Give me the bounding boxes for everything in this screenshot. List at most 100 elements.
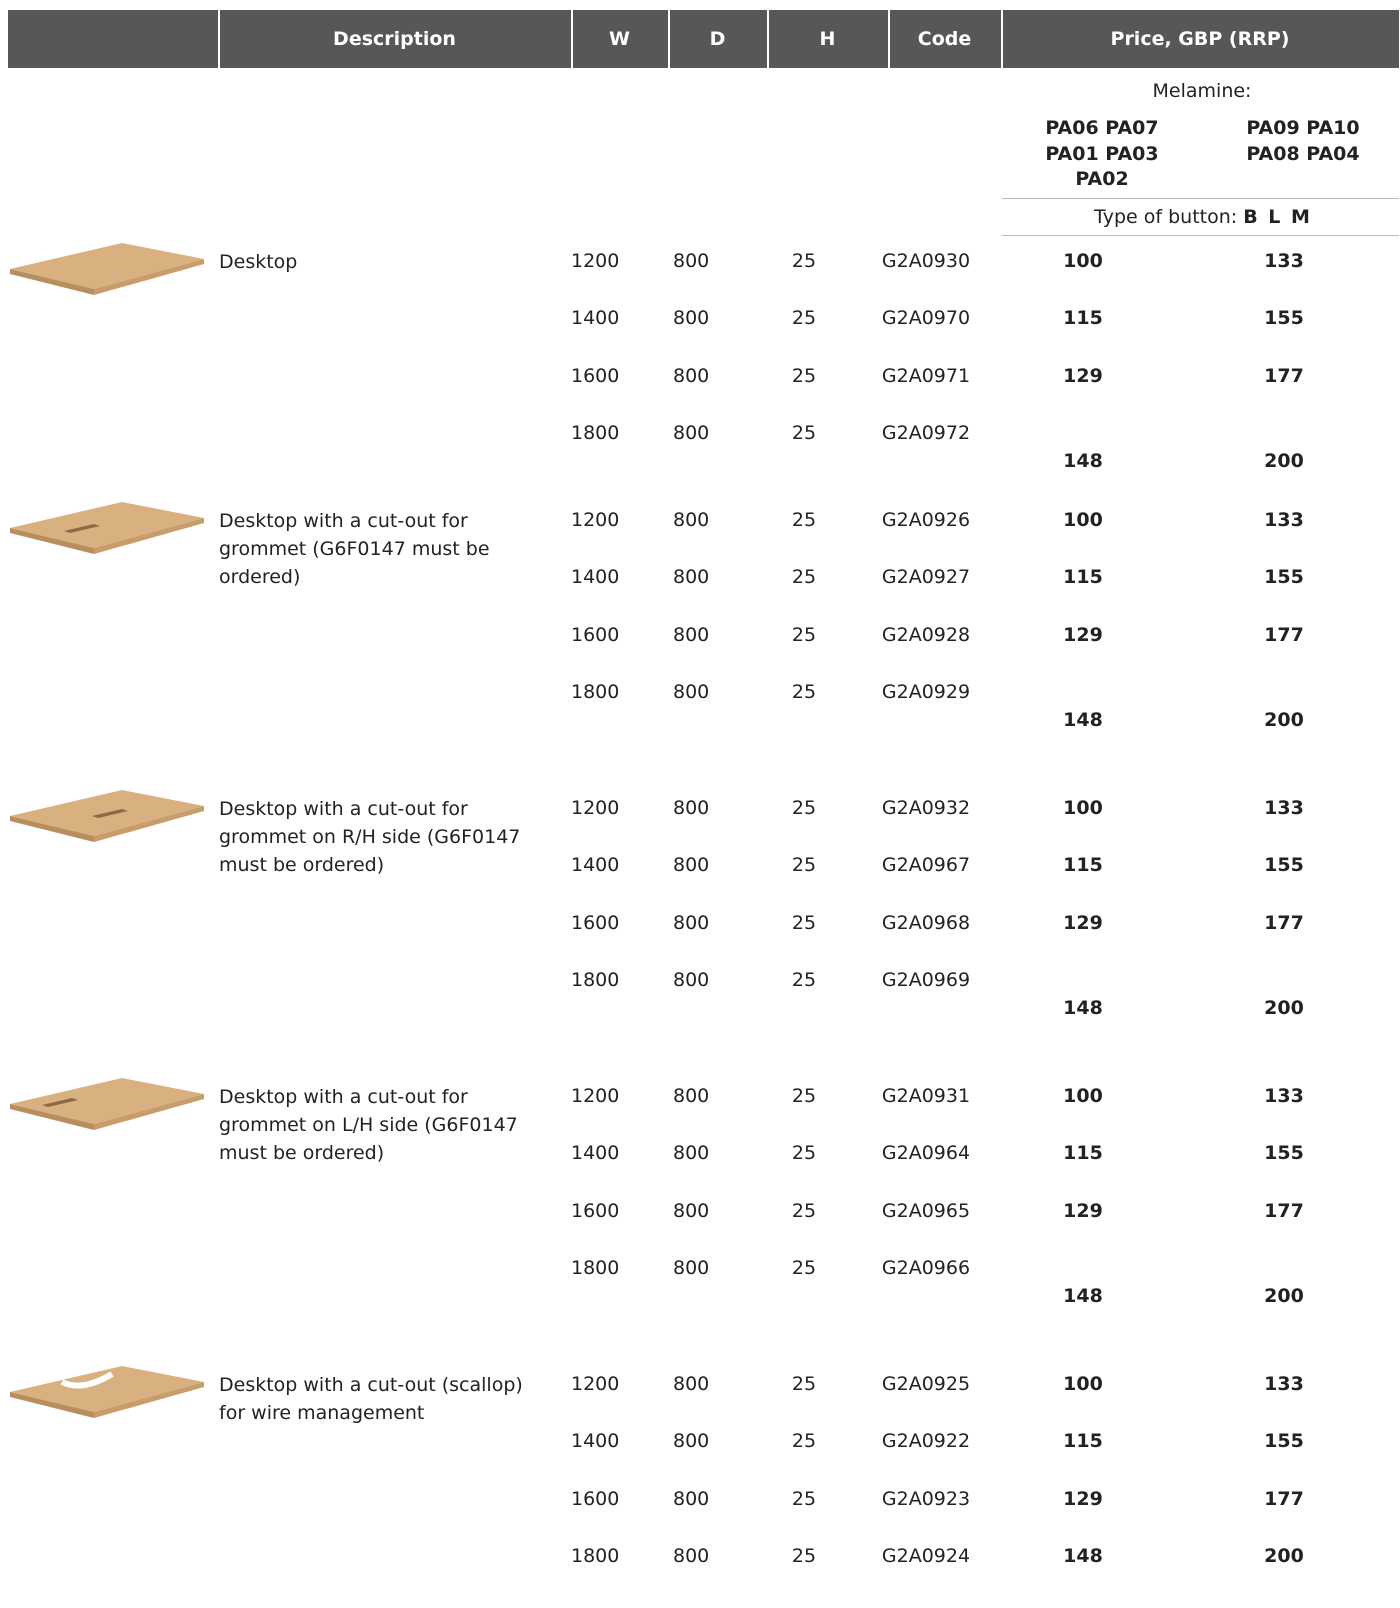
cell: 1800	[571, 1257, 620, 1280]
cell: 200	[1264, 1545, 1304, 1568]
header-divider	[218, 10, 220, 68]
cell: 800	[673, 911, 710, 934]
header-divider	[668, 10, 670, 68]
button-type-row: Type of button: B L M	[1094, 204, 1310, 230]
cell: 25	[791, 250, 817, 272]
cell: 1600	[571, 1487, 620, 1510]
description: Desktop with a cut-out (scallop) for wir…	[219, 1374, 523, 1424]
cell: 1400	[571, 854, 620, 877]
cell: G2A0928	[881, 623, 971, 646]
cell: G2A0929	[881, 681, 971, 704]
cell: G2A0931	[881, 1085, 971, 1107]
cell: 800	[673, 1487, 710, 1510]
cell: 800	[673, 797, 710, 819]
cell: 200	[1264, 709, 1304, 732]
cell: 25	[791, 854, 817, 877]
divider	[1002, 198, 1399, 199]
cell: 800	[673, 307, 710, 330]
cell: G2A0970	[881, 307, 971, 330]
product-image	[10, 1078, 204, 1130]
cell: 25	[791, 911, 817, 934]
cell: G2A0965	[881, 1199, 971, 1222]
product-image	[10, 243, 204, 295]
cell: 800	[673, 681, 710, 704]
finish-code: PA08 PA04	[1246, 143, 1360, 165]
cell: 25	[791, 307, 817, 330]
cell: 100	[1063, 797, 1103, 819]
button-types: B L M	[1243, 206, 1310, 228]
product-image	[10, 790, 204, 842]
cell: 133	[1264, 509, 1304, 531]
cell: 148	[1063, 997, 1103, 1020]
cell: 800	[673, 623, 710, 646]
cell: 800	[673, 422, 710, 445]
cell: 115	[1063, 1142, 1103, 1165]
header-cell: D	[709, 28, 726, 50]
finish-code: PA02	[1075, 168, 1129, 190]
cell: 155	[1264, 854, 1304, 877]
cell: 1600	[571, 364, 620, 387]
header-cell: Description	[333, 28, 456, 50]
cell: G2A0971	[881, 364, 971, 387]
cell: 100	[1063, 1373, 1103, 1395]
cell: G2A0967	[881, 854, 971, 877]
header-cell: Price, GBP (RRP)	[1110, 28, 1290, 50]
cell: 148	[1063, 450, 1103, 473]
cell: 1200	[571, 250, 620, 272]
cell: 115	[1063, 307, 1103, 330]
cell: 148	[1063, 1285, 1103, 1308]
cell: 1400	[571, 566, 620, 589]
cell: 133	[1264, 1373, 1304, 1395]
material-label: Melamine:	[1152, 80, 1252, 102]
cell: G2A0924	[881, 1545, 971, 1568]
cell: 800	[673, 1430, 710, 1453]
cell: 129	[1063, 623, 1103, 646]
cell: 155	[1264, 1430, 1304, 1453]
cell: 100	[1063, 1085, 1103, 1107]
product-image	[10, 1366, 204, 1418]
header-cell: W	[609, 28, 630, 50]
cell: 25	[791, 797, 817, 819]
cell: 25	[791, 1085, 817, 1107]
cell: 25	[791, 364, 817, 387]
header-divider	[571, 10, 573, 68]
cell: 1400	[571, 1430, 620, 1453]
cell: 100	[1063, 509, 1103, 531]
cell: 25	[791, 1545, 817, 1568]
cell: G2A0932	[881, 797, 971, 819]
cell: 177	[1264, 1199, 1304, 1222]
description: Desktop with a cut-out for grommet on L/…	[219, 1086, 518, 1164]
cell: 148	[1063, 1545, 1103, 1568]
cell: G2A0966	[881, 1257, 971, 1280]
cell: G2A0972	[881, 422, 971, 445]
cell: 1800	[571, 969, 620, 992]
cell: 177	[1264, 364, 1304, 387]
button-label: Type of button:	[1094, 206, 1238, 228]
cell: 129	[1063, 364, 1103, 387]
cell: 800	[673, 1373, 710, 1395]
cell: G2A0927	[881, 566, 971, 589]
header-cell: H	[819, 28, 836, 50]
cell: 155	[1264, 1142, 1304, 1165]
cell: 800	[673, 509, 710, 531]
cell: G2A0964	[881, 1142, 971, 1165]
cell: 800	[673, 1085, 710, 1107]
header-divider	[1001, 10, 1003, 68]
cell: 133	[1264, 1085, 1304, 1107]
finish-code: PA09 PA10	[1246, 117, 1360, 139]
header-divider	[767, 10, 769, 68]
cell: G2A0926	[881, 509, 971, 531]
cell: G2A0968	[881, 911, 971, 934]
cell: 155	[1264, 566, 1304, 589]
cell: 25	[791, 1430, 817, 1453]
cell: 800	[673, 1257, 710, 1280]
divider	[1002, 235, 1399, 236]
cell: 155	[1264, 307, 1304, 330]
cell: G2A0925	[881, 1373, 971, 1395]
cell: 800	[673, 1142, 710, 1165]
description: Desktop with a cut-out for grommet on R/…	[219, 798, 521, 876]
cell: 25	[791, 509, 817, 531]
cell: 800	[673, 364, 710, 387]
cell: 177	[1264, 623, 1304, 646]
cell: 25	[791, 969, 817, 992]
